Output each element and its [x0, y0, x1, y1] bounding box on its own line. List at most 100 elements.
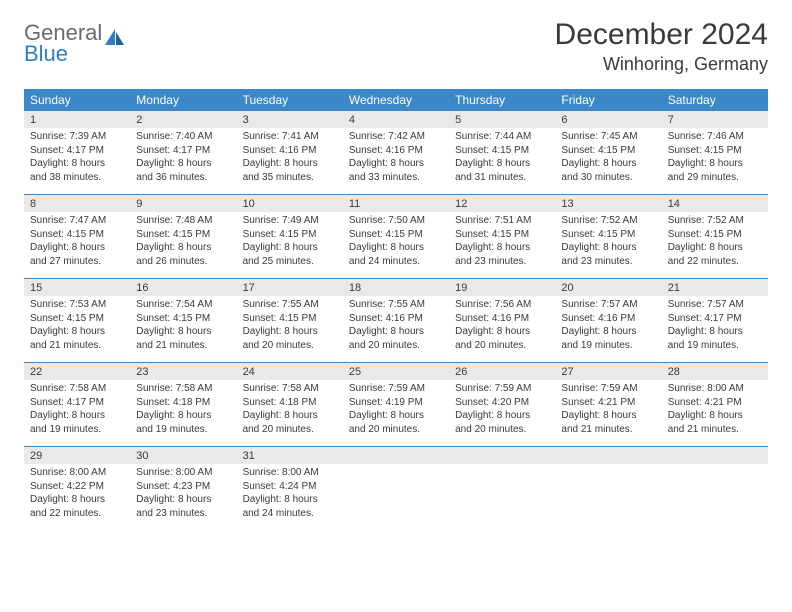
- calendar-week: 29Sunrise: 8:00 AMSunset: 4:22 PMDayligh…: [24, 447, 768, 530]
- day-number: 3: [237, 111, 343, 128]
- day-number: 5: [449, 111, 555, 128]
- day-number: 19: [449, 279, 555, 296]
- daylight-line: Daylight: 8 hours and 30 minutes.: [561, 157, 655, 184]
- sunrise-line: Sunrise: 7:46 AM: [668, 130, 762, 144]
- daylight-line: Daylight: 8 hours and 20 minutes.: [349, 325, 443, 352]
- sunrise-line: Sunrise: 7:56 AM: [455, 298, 549, 312]
- day-number: 22: [24, 363, 130, 380]
- sunset-line: Sunset: 4:15 PM: [668, 144, 762, 158]
- sunset-line: Sunset: 4:15 PM: [455, 144, 549, 158]
- calendar-cell: 27Sunrise: 7:59 AMSunset: 4:21 PMDayligh…: [555, 363, 661, 446]
- daylight-line: Daylight: 8 hours and 38 minutes.: [30, 157, 124, 184]
- sail-icon: [104, 27, 126, 47]
- sunrise-line: Sunrise: 7:55 AM: [243, 298, 337, 312]
- logo-word-blue: Blue: [24, 43, 102, 65]
- sunset-line: Sunset: 4:17 PM: [30, 144, 124, 158]
- daylight-line: Daylight: 8 hours and 19 minutes.: [668, 325, 762, 352]
- sunrise-line: Sunrise: 7:58 AM: [136, 382, 230, 396]
- sunrise-line: Sunrise: 7:49 AM: [243, 214, 337, 228]
- calendar-cell: 2Sunrise: 7:40 AMSunset: 4:17 PMDaylight…: [130, 111, 236, 194]
- daylight-line: Daylight: 8 hours and 36 minutes.: [136, 157, 230, 184]
- sunset-line: Sunset: 4:22 PM: [30, 480, 124, 494]
- day-number: 2: [130, 111, 236, 128]
- day-body: Sunrise: 7:59 AMSunset: 4:21 PMDaylight:…: [555, 380, 661, 446]
- calendar-week: 1Sunrise: 7:39 AMSunset: 4:17 PMDaylight…: [24, 111, 768, 195]
- day-number: 6: [555, 111, 661, 128]
- daylight-line: Daylight: 8 hours and 21 minutes.: [136, 325, 230, 352]
- daylight-line: Daylight: 8 hours and 26 minutes.: [136, 241, 230, 268]
- day-number: 20: [555, 279, 661, 296]
- day-number: 4: [343, 111, 449, 128]
- calendar-cell: 16Sunrise: 7:54 AMSunset: 4:15 PMDayligh…: [130, 279, 236, 362]
- day-number: 10: [237, 195, 343, 212]
- calendar-cell: 6Sunrise: 7:45 AMSunset: 4:15 PMDaylight…: [555, 111, 661, 194]
- day-body: Sunrise: 7:42 AMSunset: 4:16 PMDaylight:…: [343, 128, 449, 194]
- day-body: Sunrise: 7:40 AMSunset: 4:17 PMDaylight:…: [130, 128, 236, 194]
- day-number: 16: [130, 279, 236, 296]
- calendar-cell: 9Sunrise: 7:48 AMSunset: 4:15 PMDaylight…: [130, 195, 236, 278]
- day-body: Sunrise: 7:41 AMSunset: 4:16 PMDaylight:…: [237, 128, 343, 194]
- sunrise-line: Sunrise: 7:58 AM: [30, 382, 124, 396]
- calendar-cell: 10Sunrise: 7:49 AMSunset: 4:15 PMDayligh…: [237, 195, 343, 278]
- dow-saturday: Saturday: [662, 89, 768, 111]
- calendar-body: 1Sunrise: 7:39 AMSunset: 4:17 PMDaylight…: [24, 111, 768, 530]
- calendar-cell: [343, 447, 449, 530]
- day-body: Sunrise: 8:00 AMSunset: 4:24 PMDaylight:…: [237, 464, 343, 530]
- sunrise-line: Sunrise: 7:59 AM: [455, 382, 549, 396]
- sunrise-line: Sunrise: 7:39 AM: [30, 130, 124, 144]
- daylight-line: Daylight: 8 hours and 31 minutes.: [455, 157, 549, 184]
- day-number: 26: [449, 363, 555, 380]
- calendar: Sunday Monday Tuesday Wednesday Thursday…: [24, 89, 768, 530]
- sunrise-line: Sunrise: 8:00 AM: [668, 382, 762, 396]
- daylight-line: Daylight: 8 hours and 19 minutes.: [30, 409, 124, 436]
- sunset-line: Sunset: 4:17 PM: [30, 396, 124, 410]
- calendar-cell: [555, 447, 661, 530]
- sunset-line: Sunset: 4:21 PM: [561, 396, 655, 410]
- sunset-line: Sunset: 4:18 PM: [136, 396, 230, 410]
- daylight-line: Daylight: 8 hours and 21 minutes.: [668, 409, 762, 436]
- calendar-cell: 28Sunrise: 8:00 AMSunset: 4:21 PMDayligh…: [662, 363, 768, 446]
- calendar-cell: 18Sunrise: 7:55 AMSunset: 4:16 PMDayligh…: [343, 279, 449, 362]
- day-number: 7: [662, 111, 768, 128]
- sunrise-line: Sunrise: 7:48 AM: [136, 214, 230, 228]
- day-body: Sunrise: 7:57 AMSunset: 4:16 PMDaylight:…: [555, 296, 661, 362]
- sunrise-line: Sunrise: 7:40 AM: [136, 130, 230, 144]
- daylight-line: Daylight: 8 hours and 20 minutes.: [455, 325, 549, 352]
- day-body: Sunrise: 8:00 AMSunset: 4:22 PMDaylight:…: [24, 464, 130, 530]
- calendar-cell: 8Sunrise: 7:47 AMSunset: 4:15 PMDaylight…: [24, 195, 130, 278]
- sunset-line: Sunset: 4:15 PM: [455, 228, 549, 242]
- sunrise-line: Sunrise: 7:44 AM: [455, 130, 549, 144]
- sunrise-line: Sunrise: 7:41 AM: [243, 130, 337, 144]
- calendar-cell: 11Sunrise: 7:50 AMSunset: 4:15 PMDayligh…: [343, 195, 449, 278]
- sunrise-line: Sunrise: 7:55 AM: [349, 298, 443, 312]
- day-number: 30: [130, 447, 236, 464]
- sunrise-line: Sunrise: 7:52 AM: [561, 214, 655, 228]
- calendar-cell: 3Sunrise: 7:41 AMSunset: 4:16 PMDaylight…: [237, 111, 343, 194]
- calendar-cell: 13Sunrise: 7:52 AMSunset: 4:15 PMDayligh…: [555, 195, 661, 278]
- day-number: 8: [24, 195, 130, 212]
- day-number: 1: [24, 111, 130, 128]
- daylight-line: Daylight: 8 hours and 21 minutes.: [561, 409, 655, 436]
- sunset-line: Sunset: 4:16 PM: [561, 312, 655, 326]
- daylight-line: Daylight: 8 hours and 20 minutes.: [243, 325, 337, 352]
- calendar-cell: 7Sunrise: 7:46 AMSunset: 4:15 PMDaylight…: [662, 111, 768, 194]
- daylight-line: Daylight: 8 hours and 20 minutes.: [455, 409, 549, 436]
- day-number: [449, 447, 555, 464]
- sunrise-line: Sunrise: 8:00 AM: [136, 466, 230, 480]
- daylight-line: Daylight: 8 hours and 23 minutes.: [561, 241, 655, 268]
- calendar-cell: 22 Sunrise: 7:58 AMSunset: 4:17 PMDayligh…: [24, 363, 130, 446]
- sunset-line: Sunset: 4:15 PM: [136, 228, 230, 242]
- sunrise-line: Sunrise: 7:45 AM: [561, 130, 655, 144]
- page-title: December 2024: [555, 18, 768, 52]
- sunrise-line: Sunrise: 7:59 AM: [561, 382, 655, 396]
- day-body: Sunrise: 8:00 AMSunset: 4:23 PMDaylight:…: [130, 464, 236, 530]
- day-number: 24: [237, 363, 343, 380]
- sunset-line: Sunset: 4:15 PM: [30, 312, 124, 326]
- sunset-line: Sunset: 4:15 PM: [243, 228, 337, 242]
- day-number: 12: [449, 195, 555, 212]
- day-body: Sunrise: 7:55 AMSunset: 4:15 PMDaylight:…: [237, 296, 343, 362]
- header: General Blue December 2024 Winhoring, Ge…: [24, 18, 768, 75]
- sunrise-line: Sunrise: 7:42 AM: [349, 130, 443, 144]
- calendar-cell: 19Sunrise: 7:56 AMSunset: 4:16 PMDayligh…: [449, 279, 555, 362]
- day-body: Sunrise: 7:46 AMSunset: 4:15 PMDaylight:…: [662, 128, 768, 194]
